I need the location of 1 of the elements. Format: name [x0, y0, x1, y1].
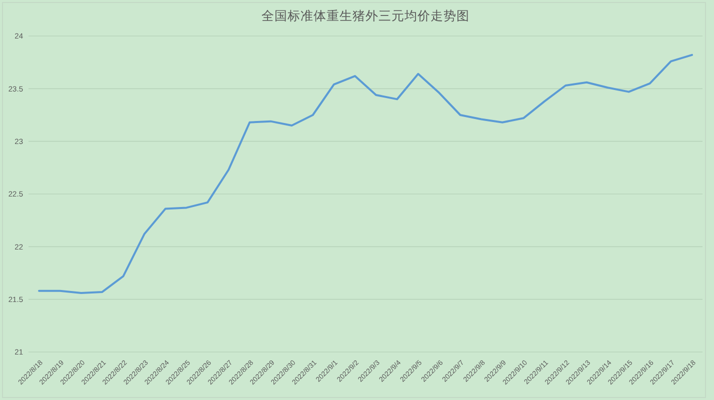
title: 全国标准体重生猪外三元均价走势图	[262, 9, 470, 23]
